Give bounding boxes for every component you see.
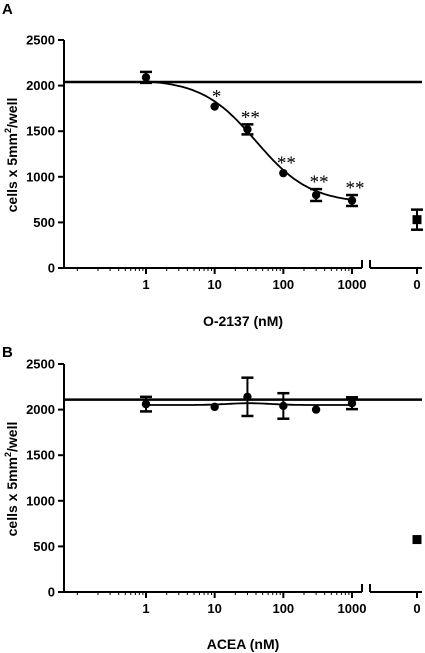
- x-tick-label: 10: [207, 277, 221, 292]
- y-tick-label: 2500: [26, 33, 55, 48]
- fit-curve: [146, 402, 352, 406]
- data-point: [243, 392, 252, 402]
- y-tick-label: 2000: [26, 402, 55, 417]
- data-point: [141, 73, 151, 82]
- data-point: [210, 102, 219, 111]
- y-tick-label: 1500: [26, 448, 55, 463]
- significance-label: **: [346, 178, 365, 199]
- x-tick-label: 100: [272, 277, 294, 292]
- data-point: [347, 196, 357, 205]
- x-tick-label: 1000: [338, 277, 367, 292]
- y-tick-label: 1000: [26, 493, 55, 508]
- x-axis-title: ACEA (nM): [207, 636, 280, 652]
- significance-label: *: [212, 87, 222, 108]
- x-tick-label: 1: [142, 277, 149, 292]
- panel-label: B: [2, 344, 13, 361]
- y-tick-label: 2500: [26, 357, 55, 372]
- y-tick-label: 500: [33, 539, 55, 554]
- y-axis-title: cells x 5mm2/well: [3, 422, 20, 537]
- x-tick-label: 10: [207, 601, 221, 616]
- significance-label: **: [277, 153, 296, 174]
- data-point: [311, 405, 321, 414]
- panel-b: B 0 500 1000 1500 2000 2500 1 10 100 1000 0 ACEA (nM…: [2, 344, 422, 652]
- x-control-tick-label: 0: [413, 601, 420, 616]
- y-tick-label: 1500: [26, 124, 55, 139]
- y-tick-label: 0: [48, 585, 55, 600]
- panel-a: A 0 500 1000 1500 2000 2500 1 10 100 1000 0 O-2137 (…: [2, 1, 423, 329]
- data-point: [141, 399, 151, 409]
- x-tick-label: 100: [272, 601, 294, 616]
- significance-label: **: [241, 107, 260, 128]
- y-tick-label: 0: [48, 261, 55, 276]
- y-axis-title: cells x 5mm2/well: [3, 98, 20, 213]
- data-point: [210, 402, 219, 412]
- significance-label: **: [310, 172, 329, 193]
- data-point: [311, 190, 321, 200]
- y-tick-label: 500: [33, 215, 55, 230]
- data-point: [279, 168, 288, 178]
- panel-label: A: [2, 1, 13, 18]
- control-point: [412, 535, 422, 545]
- control-point: [412, 215, 422, 225]
- data-point: [279, 401, 288, 411]
- data-point: [347, 399, 357, 408]
- x-tick-label: 1000: [338, 601, 367, 616]
- y-tick-label: 1000: [26, 169, 55, 184]
- x-tick-label: 1: [142, 601, 149, 616]
- x-control-tick-label: 0: [413, 277, 420, 292]
- data-point: [243, 125, 252, 134]
- x-axis-title: O-2137 (nM): [203, 313, 283, 329]
- y-tick-label: 2000: [26, 78, 55, 93]
